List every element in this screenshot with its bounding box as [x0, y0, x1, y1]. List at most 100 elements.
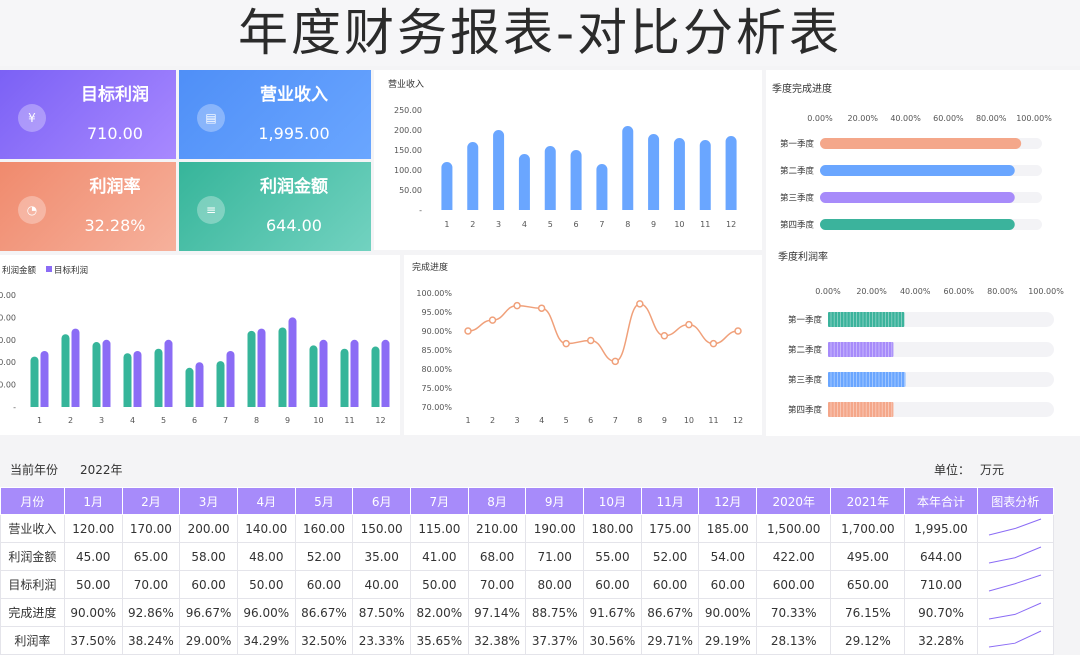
- table-cell: 23.33%: [352, 626, 411, 655]
- table-cell: 55.00: [583, 542, 642, 571]
- completion-point: [611, 357, 620, 366]
- table-cell: 96.00%: [236, 598, 296, 627]
- kpi-card-profit-rate: ◔ 利润率 32.28%: [0, 162, 176, 251]
- table-cell: 1,995.00: [904, 514, 978, 543]
- table-cell: 80.00: [525, 570, 585, 599]
- x-tick-label: 7: [613, 416, 618, 425]
- table-cell: 32.28%: [904, 626, 978, 655]
- x-tick-label: 10: [674, 220, 684, 229]
- chart-title: 季度完成进度: [772, 82, 832, 95]
- legend-label: 目标利润: [54, 265, 88, 276]
- x-tick-label: 1: [465, 416, 470, 425]
- table-cell: 28.13%: [756, 626, 832, 655]
- quarter-profit-rate-chart: 季度利润率 0.00% 20.00% 40.00% 60.00% 80.00% 100.00…: [778, 250, 1064, 417]
- sparkline-cell: [976, 598, 1055, 627]
- table-cell: 140.00: [236, 514, 296, 543]
- x-tick-label: 5: [161, 416, 166, 425]
- chart-title: 营业收入: [388, 78, 424, 90]
- x-tick-label: 100.00%: [1028, 287, 1064, 296]
- table-header-cell: 10月: [583, 487, 642, 515]
- table-cell: 50.00: [410, 570, 469, 599]
- table-cell: 650.00: [830, 570, 906, 599]
- quarter-bar: [828, 342, 894, 357]
- table-cell: 90.00%: [698, 598, 758, 627]
- sparkline-cell: [976, 570, 1055, 599]
- x-tick-label: 12: [375, 416, 385, 425]
- completion-point: [562, 339, 570, 348]
- table-cell: 30.56%: [583, 626, 642, 655]
- table-cell: 90.00%: [63, 598, 123, 627]
- x-tick-label: 80.00%: [976, 114, 1007, 123]
- y-tick-label: 70.00%: [421, 403, 452, 412]
- table-header-cell: 3月: [179, 487, 238, 515]
- kpi-card-revenue: ▤ 营业收入 1,995.00: [179, 70, 371, 159]
- title-bar: 年度财务报表-对比分析表: [0, 0, 1080, 66]
- quarter-bar: [828, 372, 906, 387]
- quarter-bar: [820, 138, 1022, 149]
- kpi-label: 利润金额: [260, 177, 328, 197]
- year-value: 2022年: [80, 463, 123, 477]
- row-label: 营业收入: [0, 514, 65, 543]
- y-tick-label: 90.00%: [421, 327, 452, 336]
- sparkline-line: [989, 630, 1042, 648]
- completion-point: [464, 327, 472, 335]
- completion-point: [709, 339, 718, 348]
- table-cell: 180.00: [583, 514, 642, 543]
- y-tick-label: 50.00: [399, 186, 422, 195]
- quarter-profit-rate-panel: 季度利润率 0.00% 20.00% 40.00% 60.00% 80.00% 100.00…: [766, 246, 1080, 436]
- completion-point: [488, 316, 497, 324]
- table-cell: 60.00: [179, 570, 238, 599]
- legend-label: 利润金额: [2, 265, 37, 276]
- category-label: 第四季度: [780, 220, 815, 231]
- x-tick-label: 8: [637, 416, 642, 425]
- revenue-bar: [467, 142, 479, 210]
- table-cell: 644.00: [904, 542, 978, 571]
- table-row: 营业收入 120.00 170.00 200.00 140.00 160.00 150.00…: [0, 514, 1055, 543]
- sparkline-cell: [976, 514, 1055, 543]
- revenue-chart-panel: 营业收入 250.00 200.00 150.00 100.00 50.00-1 2 3 4 5 6…: [374, 70, 762, 250]
- sparkline-cell: [976, 626, 1055, 655]
- x-tick-label: 11: [708, 416, 718, 425]
- row-label: 完成进度: [0, 598, 65, 627]
- revenue-bar: [622, 126, 634, 210]
- table-cell: 41.00: [410, 542, 469, 571]
- kpi-label: 营业收入: [260, 85, 328, 105]
- x-tick-label: 1: [37, 416, 42, 425]
- profit-bar: [92, 342, 101, 407]
- table-header-cell: 图表分析: [976, 487, 1055, 515]
- target-bar: [195, 362, 204, 407]
- table-cell: 200.00: [179, 514, 238, 543]
- table-cell: 48.00: [236, 542, 296, 571]
- revenue-bar: [570, 150, 582, 210]
- quarter-bar: [828, 312, 905, 327]
- table-header-cell: 2021年: [830, 487, 906, 515]
- x-tick-label: 0.00%: [807, 114, 833, 123]
- table-header-cell: 月份: [0, 487, 65, 515]
- x-tick-label: 60.00%: [944, 287, 975, 296]
- table-cell: 70.33%: [756, 598, 832, 627]
- table-header-cell: 9月: [525, 487, 585, 515]
- quarter-completion-panel: 季度完成进度 0.00% 20.00% 40.00% 60.00% 80.00% 100.0…: [766, 70, 1080, 246]
- table-row: 利润率 37.50% 38.24% 29.00% 34.29% 32.50% 23.33% 3…: [0, 626, 1055, 655]
- table-header-cell: 8月: [467, 487, 527, 515]
- legend-swatch: [46, 266, 52, 272]
- revenue-bar: [441, 162, 453, 210]
- table-cell: 65.00: [121, 542, 181, 571]
- table-cell: 52.00: [294, 542, 354, 571]
- category-label: 第三季度: [788, 375, 823, 386]
- table-cell: 1,700.00: [830, 514, 906, 543]
- table-cell: 70.00: [121, 570, 181, 599]
- profit-target-chart-panel: 利润金额 目标利润 0.00 0.00 0.00 0.00 0.00-1 2 3 4 5 6 7 8 9 10…: [0, 255, 400, 435]
- table-cell: 170.00: [121, 514, 181, 543]
- x-tick-label: 6: [192, 416, 197, 425]
- table-cell: 29.19%: [698, 626, 758, 655]
- y-tick-label: -: [419, 206, 422, 215]
- row-label: 利润率: [0, 626, 65, 655]
- table-header-cell: 2月: [121, 487, 181, 515]
- pie-icon: ◔: [18, 196, 46, 224]
- table-header-cell: 1月: [63, 487, 123, 515]
- revenue-bar: [493, 130, 505, 210]
- revenue-bar: [518, 154, 530, 210]
- kpi-card-target-profit: ¥ 目标利润 710.00: [0, 70, 176, 159]
